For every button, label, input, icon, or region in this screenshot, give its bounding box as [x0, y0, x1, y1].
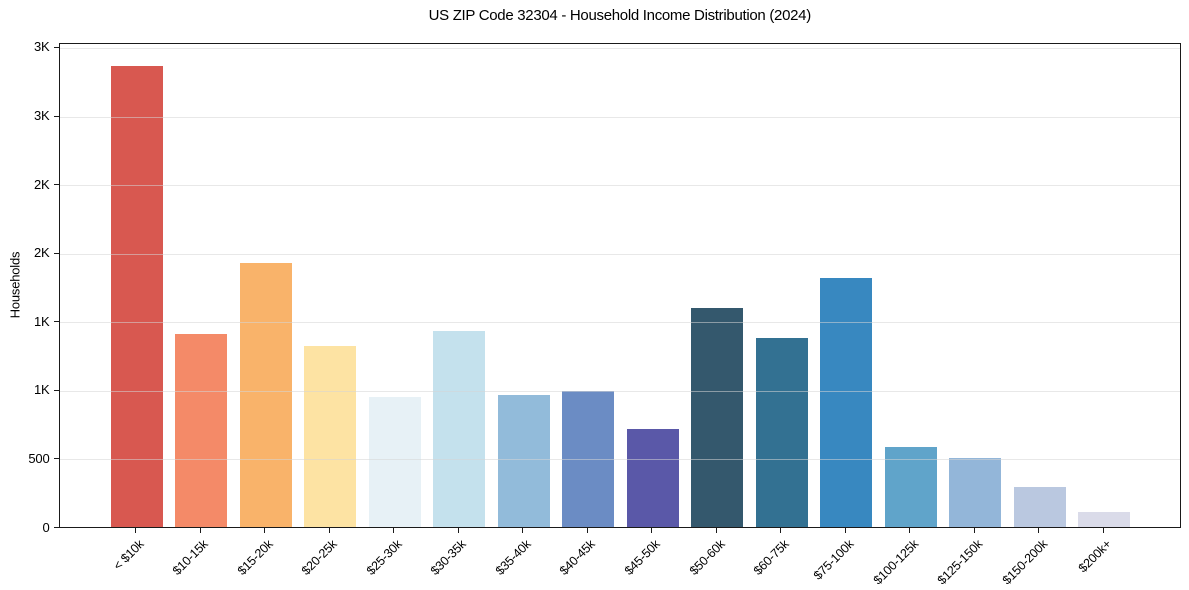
x-tick-mark — [1038, 527, 1040, 533]
bar-$15-20k — [239, 263, 292, 527]
x-tick-label: $200k+ — [1076, 536, 1115, 575]
x-tick-label: $100-125k — [870, 536, 921, 587]
gridline-2500 — [59, 185, 1180, 187]
x-tick-label: $60-75k — [750, 536, 792, 578]
bar-$200k+ — [1078, 512, 1131, 527]
x-tick-mark — [715, 527, 717, 533]
plot-area — [58, 42, 1181, 528]
bar-$25-30k — [368, 396, 421, 527]
x-tick-mark — [328, 527, 330, 533]
x-tick-mark — [844, 527, 846, 533]
x-tick-label: $45-50k — [621, 536, 663, 578]
y-tick-label: 3K — [33, 108, 50, 124]
y-tick-mark — [53, 389, 59, 391]
x-tick-label: $50-60k — [686, 536, 728, 578]
x-tick-label: < $10k — [110, 536, 147, 573]
x-tick-label: $20-25k — [299, 536, 341, 578]
bar-$35-40k — [497, 394, 550, 527]
x-tick-mark — [135, 527, 136, 533]
y-tick-label: 1K — [33, 382, 50, 398]
x-tick-mark — [1102, 527, 1104, 533]
x-tick-mark — [909, 527, 911, 533]
x-tick-label: $75-100k — [810, 536, 857, 583]
y-tick-mark — [53, 527, 59, 528]
gridline-3500 — [59, 47, 1180, 49]
x-tick-mark — [457, 527, 459, 533]
y-tick-mark — [53, 115, 59, 117]
gridline-3000 — [59, 116, 1180, 118]
bar-$10-15k — [175, 333, 228, 527]
bar-$45-50k — [626, 429, 679, 527]
bar-< $10k — [110, 65, 163, 527]
x-tick-mark — [973, 527, 975, 533]
bar-$20-25k — [304, 346, 357, 527]
x-tick-label: $40-45k — [557, 536, 599, 578]
x-tick-mark — [586, 527, 588, 533]
y-tick-label: 500 — [28, 450, 50, 466]
y-axis-label: Households — [7, 251, 23, 319]
gridline-2000 — [59, 253, 1180, 255]
x-tick-mark — [522, 527, 524, 533]
x-tick-mark — [651, 527, 653, 533]
x-tick-mark — [264, 527, 266, 533]
bar-$150-200k — [1013, 486, 1066, 527]
x-tick-mark — [199, 527, 201, 533]
x-tick-label: $15-20k — [234, 536, 276, 578]
bar-$125-150k — [949, 457, 1002, 527]
x-tick-label: $125-150k — [934, 536, 986, 587]
y-tick-mark — [53, 252, 59, 254]
y-tick-mark — [53, 46, 59, 48]
x-tick-label: $10-15k — [170, 536, 211, 578]
x-tick-label: $35-40k — [492, 536, 534, 578]
y-tick-mark — [53, 321, 59, 323]
y-tick-mark — [53, 184, 59, 186]
bar-$50-60k — [691, 308, 744, 527]
chart-title: US ZIP Code 32304 - Household Income Dis… — [428, 7, 812, 24]
x-tick-label: $150-200k — [999, 536, 1050, 587]
y-tick-mark — [53, 458, 59, 460]
x-tick-mark — [780, 527, 782, 533]
bar-$40-45k — [562, 390, 615, 527]
gridline-500 — [59, 459, 1180, 461]
bar-$30-35k — [433, 331, 486, 527]
gridline-1000 — [59, 390, 1180, 392]
x-tick-label: $30-35k — [428, 536, 470, 578]
y-tick-label: 3K — [33, 39, 50, 55]
x-tick-label: $25-30k — [363, 536, 405, 578]
gridline-1500 — [59, 322, 1180, 324]
y-tick-label: 2K — [33, 176, 50, 192]
bar-$75-100k — [820, 278, 873, 527]
y-tick-label: 0 — [42, 519, 50, 535]
bar-$60-75k — [755, 337, 808, 527]
x-tick-mark — [393, 527, 395, 533]
y-tick-label: 2K — [33, 245, 50, 261]
y-tick-label: 1K — [33, 313, 50, 329]
